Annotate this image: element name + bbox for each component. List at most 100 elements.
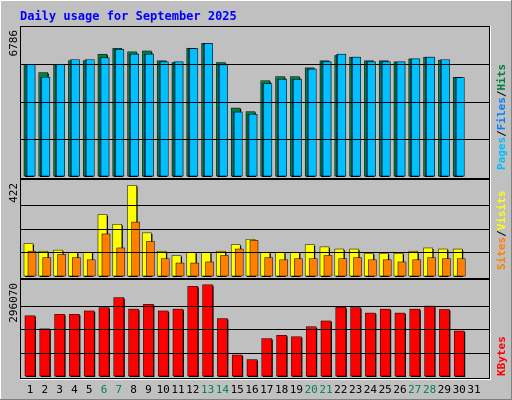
kbytes-bar-day-10 bbox=[157, 310, 169, 377]
x-axis-label-day-8: 8 bbox=[130, 383, 137, 396]
x-axis-label-day-5: 5 bbox=[86, 383, 93, 396]
gridlines-layer bbox=[21, 64, 489, 354]
pages-bar-day-5 bbox=[85, 59, 95, 177]
pages-bar-day-24 bbox=[367, 61, 376, 177]
sites-bar-day-15 bbox=[234, 248, 244, 277]
kbytes-bar-day-1 bbox=[24, 315, 36, 377]
x-axis-label-day-7: 7 bbox=[115, 383, 122, 396]
y-axis-max-label-visits-sites: 422 bbox=[7, 183, 20, 203]
pages-bar-day-18 bbox=[278, 79, 287, 177]
legend-visits: Visits bbox=[495, 191, 508, 231]
kbytes-bar-day-23 bbox=[350, 307, 361, 377]
x-axis-label-day-21: 21 bbox=[319, 383, 332, 396]
sites-bar-day-6 bbox=[101, 233, 111, 277]
x-axis-label-day-23: 23 bbox=[349, 383, 362, 396]
pages-bar-day-13 bbox=[204, 43, 213, 177]
pages-bar-day-2 bbox=[41, 77, 51, 177]
sites-bar-day-3 bbox=[57, 254, 66, 277]
pages-bar-day-30 bbox=[455, 77, 465, 177]
pages-bar-day-7 bbox=[115, 49, 125, 177]
sites-bar-day-25 bbox=[382, 259, 392, 277]
pages-bar-day-16 bbox=[248, 113, 258, 177]
pages-bar-day-20 bbox=[307, 68, 317, 177]
kbytes-bar-day-6 bbox=[98, 307, 110, 377]
pages-bar-day-25 bbox=[381, 61, 391, 177]
kbytes-bar-day-11 bbox=[172, 308, 184, 377]
pages-bar-day-29 bbox=[441, 59, 450, 177]
x-axis-label-day-16: 16 bbox=[245, 383, 258, 396]
legend-pages: Pages bbox=[495, 137, 508, 170]
kbytes-bar-day-20 bbox=[305, 326, 317, 377]
y-axis-max-label-pages-files-hits: 6786 bbox=[7, 30, 20, 57]
pages-bar-day-11 bbox=[174, 61, 184, 177]
panel-frame-bottom bbox=[20, 279, 490, 379]
kbytes-bar-day-17 bbox=[261, 338, 273, 377]
bars-layer bbox=[23, 43, 466, 377]
legend-files: Files bbox=[495, 97, 508, 130]
sites-bar-day-10 bbox=[160, 258, 170, 277]
x-axis-label-day-19: 19 bbox=[290, 383, 303, 396]
pages-bar-day-17 bbox=[263, 83, 273, 177]
x-axis-labels: 1 2 3 4 5 6 7 8 9 10 11 12 13 14 15 16 17 18 19 20 21 22 23 24 2… bbox=[27, 383, 481, 396]
x-axis-label-day-3: 3 bbox=[56, 383, 63, 396]
x-axis-label-day-30: 30 bbox=[453, 383, 466, 396]
x-axis-label-day-15: 15 bbox=[231, 383, 244, 396]
kbytes-bar-day-19 bbox=[291, 336, 302, 377]
legend-kbytes: KBytes bbox=[495, 336, 508, 376]
x-axis-label-day-28: 28 bbox=[423, 383, 436, 396]
kbytes-bar-day-7 bbox=[113, 297, 125, 377]
kbytes-bar-day-26 bbox=[394, 312, 406, 377]
sites-bar-day-9 bbox=[146, 241, 155, 277]
sites-bar-day-17 bbox=[264, 257, 274, 277]
legend-separator: / bbox=[495, 130, 508, 137]
kbytes-bar-day-5 bbox=[83, 310, 95, 377]
x-axis-label-day-6: 6 bbox=[101, 383, 108, 396]
x-axis-label-day-10: 10 bbox=[157, 383, 170, 396]
x-axis-label-day-17: 17 bbox=[260, 383, 273, 396]
pages-bar-day-21 bbox=[322, 61, 332, 177]
y-axis-max-label-kbytes: 296070 bbox=[7, 283, 20, 323]
pages-bar-day-27 bbox=[411, 58, 421, 177]
pages-bar-day-28 bbox=[426, 56, 435, 177]
kbytes-bar-day-22 bbox=[335, 307, 347, 377]
legend-separator: / bbox=[495, 230, 508, 237]
pages-bar-day-4 bbox=[71, 59, 80, 177]
pages-bar-day-19 bbox=[293, 79, 302, 177]
x-axis-label-day-31: 31 bbox=[467, 383, 480, 396]
kbytes-bar-day-13 bbox=[202, 284, 213, 377]
sites-bar-day-16 bbox=[249, 240, 259, 277]
x-axis-label-day-20: 20 bbox=[305, 383, 318, 396]
pages-bar-day-14 bbox=[219, 64, 228, 177]
x-axis-label-day-24: 24 bbox=[364, 383, 378, 396]
legend-pages-files-hits: Pages/Files/Hits bbox=[495, 64, 508, 170]
x-axis-label-day-12: 12 bbox=[186, 383, 199, 396]
sites-bar-day-19 bbox=[294, 258, 303, 277]
pages-bar-day-23 bbox=[352, 56, 361, 177]
legend-separator: / bbox=[495, 90, 508, 97]
sites-bar-day-22 bbox=[338, 258, 348, 277]
sites-bar-day-24 bbox=[368, 259, 377, 277]
x-axis-label-day-14: 14 bbox=[216, 383, 230, 396]
kbytes-bar-day-4 bbox=[69, 314, 80, 377]
x-axis-label-day-2: 2 bbox=[41, 383, 48, 396]
sites-bar-day-29 bbox=[442, 258, 451, 277]
panel-frame-top bbox=[20, 26, 490, 179]
sites-bar-day-21 bbox=[323, 255, 333, 277]
kbytes-bar-day-8 bbox=[128, 308, 139, 377]
pages-bar-day-6 bbox=[100, 57, 110, 177]
kbytes-bar-day-25 bbox=[379, 308, 391, 377]
x-axis-label-day-9: 9 bbox=[145, 383, 152, 396]
legend-sites: Sites bbox=[495, 237, 508, 270]
kbytes-bar-day-29 bbox=[439, 309, 450, 377]
legend-hits: Hits bbox=[495, 64, 508, 91]
kbytes-bar-day-18 bbox=[276, 335, 287, 377]
legend-visits-sites: Sites/Visits bbox=[495, 191, 508, 271]
kbytes-bar-day-12 bbox=[187, 286, 199, 377]
kbytes-bar-day-9 bbox=[143, 304, 154, 377]
sites-bar-day-12 bbox=[190, 262, 200, 277]
x-axis-label-day-4: 4 bbox=[71, 383, 78, 396]
sites-bar-day-1 bbox=[27, 250, 37, 277]
chart-title: Daily usage for September 2025 bbox=[20, 9, 237, 23]
sites-bar-day-5 bbox=[86, 259, 96, 277]
pages-bar-day-26 bbox=[396, 61, 406, 177]
